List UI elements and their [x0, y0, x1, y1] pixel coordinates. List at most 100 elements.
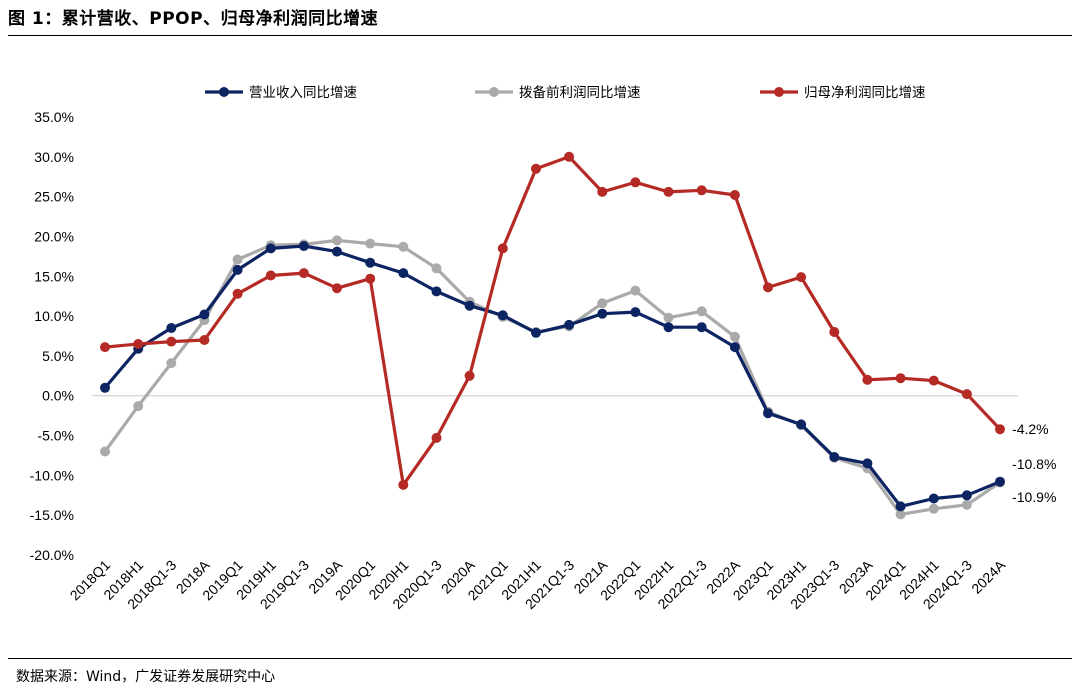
- data-point: [365, 273, 376, 284]
- series-layer: [100, 151, 1005, 520]
- data-point: [763, 282, 773, 293]
- data-point: [630, 177, 641, 188]
- y-tick-label: 30.0%: [34, 149, 74, 165]
- data-point: [928, 375, 939, 386]
- data-point: [199, 309, 210, 320]
- data-point: [265, 243, 276, 254]
- data-point: [531, 327, 541, 338]
- y-tick-label: 35.0%: [34, 109, 74, 125]
- data-point: [597, 186, 608, 197]
- data-point: [895, 501, 906, 512]
- data-point: [398, 479, 409, 490]
- data-point: [199, 335, 210, 345]
- data-point: [100, 342, 110, 353]
- end-labels: -4.2% -10.8% -10.9%: [1012, 421, 1056, 505]
- legend-item: 归母净利润同比增速: [760, 84, 926, 101]
- data-point: [497, 243, 508, 254]
- data-point: [497, 310, 508, 321]
- legend-label: 营业收入同比增速: [249, 85, 357, 101]
- data-point: [332, 235, 342, 246]
- data-point: [895, 509, 906, 520]
- data-point: [464, 370, 475, 381]
- data-point: [265, 270, 276, 281]
- data-point: [332, 246, 342, 257]
- data-point: [961, 389, 972, 400]
- data-point: [630, 285, 641, 296]
- legend-swatch-marker: [219, 87, 229, 97]
- series-line: [103, 155, 1002, 487]
- figure-title: 图 1：累计营收、PPOP、归母净利润同比增速: [8, 9, 379, 29]
- legend: 营业收入同比增速 拨备前利润同比增速 归母净利润同比增速: [205, 84, 926, 101]
- legend-swatch-marker: [774, 87, 784, 97]
- x-tick-label: 2024A: [968, 556, 1008, 596]
- data-point: [431, 263, 442, 274]
- end-value-label: -10.8%: [1012, 456, 1056, 472]
- data-point: [663, 186, 674, 197]
- series-3: [100, 151, 1005, 490]
- data-point: [729, 342, 740, 353]
- series-line: [103, 244, 1002, 508]
- y-tick-label: -15.0%: [30, 507, 74, 523]
- data-point: [398, 241, 409, 252]
- title-rule: [8, 35, 1072, 36]
- source-note: 数据来源：Wind，广发证券发展研究中心: [16, 669, 276, 685]
- data-point: [597, 298, 608, 309]
- legend-item: 营业收入同比增速: [205, 85, 357, 101]
- data-point: [531, 163, 541, 174]
- data-point: [729, 331, 740, 342]
- data-point: [696, 185, 707, 196]
- data-point: [166, 336, 177, 347]
- y-tick-label: 10.0%: [34, 308, 74, 324]
- data-point: [829, 327, 840, 337]
- data-point: [763, 408, 773, 419]
- data-point: [298, 241, 309, 251]
- data-point: [796, 419, 807, 430]
- data-point: [729, 190, 740, 200]
- y-tick-label: 20.0%: [34, 228, 74, 244]
- data-point: [100, 382, 110, 393]
- data-point: [232, 288, 243, 299]
- data-point: [232, 254, 243, 265]
- data-point: [995, 424, 1005, 435]
- data-point: [133, 401, 144, 412]
- data-point: [365, 238, 376, 249]
- data-point: [100, 446, 110, 457]
- data-point: [928, 493, 939, 504]
- y-tick-label: 5.0%: [42, 348, 74, 364]
- data-point: [332, 283, 342, 294]
- legend-swatch-marker: [489, 87, 499, 97]
- x-axis: 2018Q12018H12018Q1-32018A2019Q12019H1201…: [67, 556, 1009, 612]
- data-point: [365, 257, 376, 268]
- data-point: [928, 503, 939, 514]
- data-point: [232, 264, 243, 275]
- data-point: [961, 490, 972, 501]
- legend-item: 拨备前利润同比增速: [475, 84, 641, 101]
- data-point: [663, 312, 674, 323]
- y-tick-label: -5.0%: [37, 428, 74, 444]
- data-point: [166, 323, 177, 333]
- data-point: [829, 452, 840, 462]
- end-value-label: -4.2%: [1012, 421, 1049, 437]
- data-point: [298, 268, 309, 279]
- data-point: [564, 151, 575, 162]
- legend-label: 归母净利润同比增速: [804, 84, 926, 101]
- data-point: [696, 306, 707, 317]
- data-point: [862, 374, 873, 385]
- data-point: [431, 432, 442, 443]
- data-point: [630, 307, 641, 318]
- y-tick-label: 25.0%: [34, 189, 74, 205]
- y-tick-label: 0.0%: [42, 388, 74, 404]
- data-point: [166, 358, 177, 369]
- data-point: [663, 322, 674, 333]
- data-point: [133, 339, 144, 349]
- y-axis: 35.0% 30.0% 25.0% 20.0% 15.0% 10.0% 5.0% 0.0% -5…: [30, 109, 74, 563]
- y-tick-label: 15.0%: [34, 268, 74, 284]
- y-tick-label: -20.0%: [30, 547, 74, 563]
- data-point: [696, 322, 707, 333]
- data-point: [961, 499, 972, 510]
- data-point: [995, 476, 1005, 487]
- data-point: [796, 272, 807, 283]
- data-point: [431, 286, 442, 297]
- data-point: [862, 458, 873, 469]
